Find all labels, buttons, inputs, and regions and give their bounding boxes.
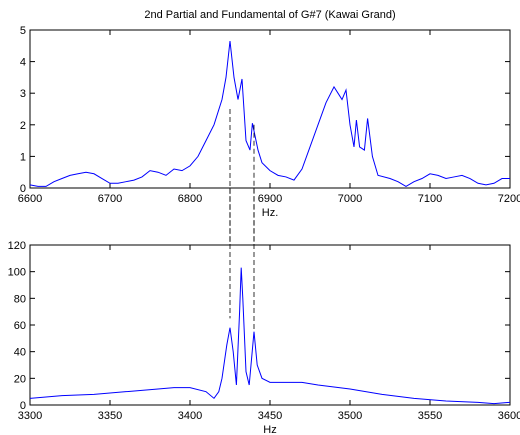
x-tick-label: 7100 — [418, 193, 442, 205]
y-tick-label: 1 — [20, 151, 26, 163]
x-tick-label: 6900 — [258, 193, 282, 205]
x-tick-label: 6600 — [18, 193, 42, 205]
x-tick-label: 7000 — [338, 193, 362, 205]
y-tick-label: 100 — [8, 267, 26, 279]
x-tick-label: 3500 — [338, 410, 362, 422]
x-tick-label: 3550 — [418, 410, 442, 422]
x-axis-label: Hz — [263, 424, 276, 435]
x-tick-label: 3600 — [498, 410, 520, 422]
y-tick-label: 5 — [20, 25, 26, 37]
y-tick-label: 0 — [20, 183, 26, 195]
x-axis-label: Hz. — [262, 207, 279, 219]
series-line — [29, 267, 511, 405]
y-tick-label: 4 — [20, 57, 26, 69]
y-tick-label: 0 — [20, 400, 26, 412]
x-tick-label: 7200 — [498, 193, 520, 205]
x-tick-label: 6700 — [98, 193, 122, 205]
y-tick-label: 80 — [14, 293, 26, 305]
x-tick-label: 3350 — [98, 410, 122, 422]
y-tick-label: 2 — [20, 120, 26, 132]
y-tick-label: 60 — [14, 320, 26, 332]
axes-box — [29, 29, 511, 189]
x-tick-label: 3450 — [258, 410, 282, 422]
series-line — [29, 41, 510, 188]
y-tick-label: 3 — [20, 88, 26, 100]
x-tick-label: 3300 — [18, 410, 42, 422]
y-tick-label: 40 — [14, 347, 26, 359]
y-tick-label: 120 — [8, 240, 26, 252]
chart-title: 2nd Partial and Fundamental of G#7 (Kawa… — [144, 9, 395, 21]
x-tick-label: 3400 — [178, 410, 202, 422]
y-tick-label: 20 — [14, 373, 26, 385]
x-tick-label: 6800 — [178, 193, 202, 205]
axes-box — [29, 244, 511, 406]
